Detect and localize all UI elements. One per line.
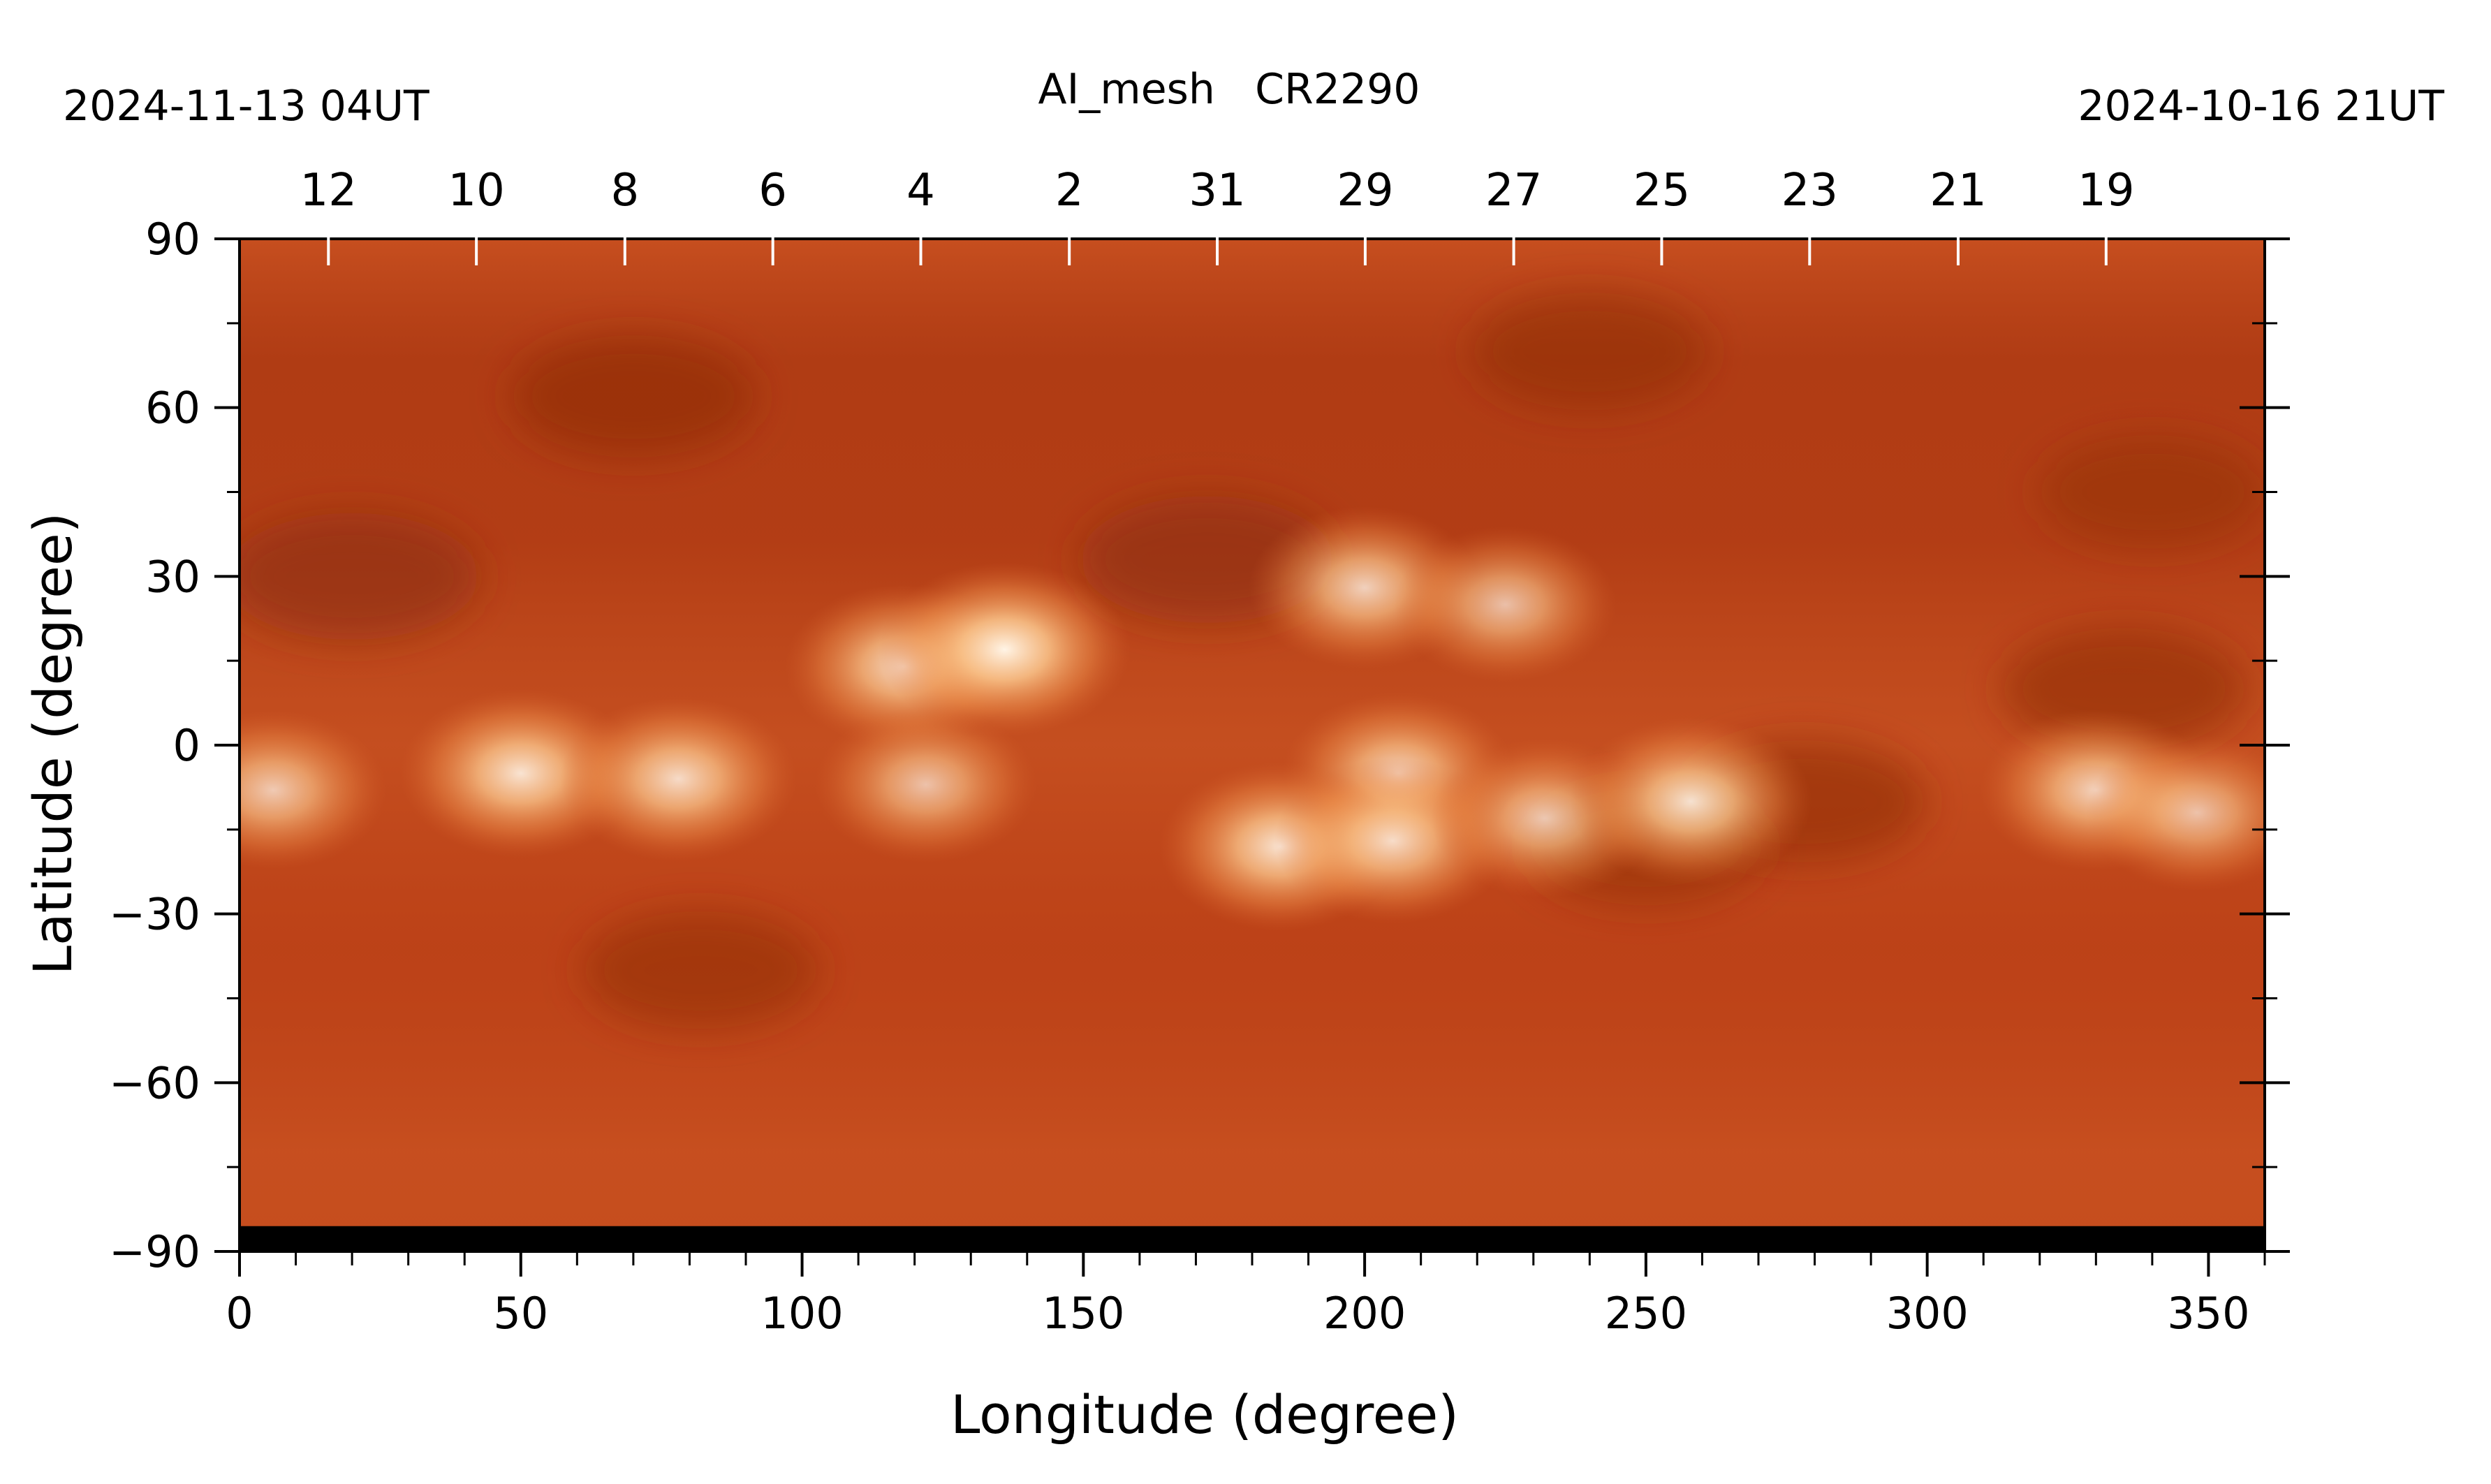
chart-title: AI_mesh CR2290 [1038, 65, 1420, 114]
y-tick-label--60: −60 [109, 1057, 200, 1108]
x-tick-label-350: 350 [2167, 1288, 2249, 1339]
bright-region-10 [1570, 717, 1812, 886]
y-tick-label-0: 0 [173, 720, 200, 771]
bright-region-12 [2086, 735, 2265, 891]
top-day-label-2: 2 [1055, 165, 1084, 216]
x-tick-label-0: 0 [226, 1288, 253, 1339]
x-tick-label-50: 50 [493, 1288, 548, 1339]
left-date-label: 2024-11-13 04UT [63, 82, 429, 131]
right-date-label: 2024-10-16 21UT [2078, 82, 2444, 131]
x-axis-title: Longitude (degree) [950, 1383, 1459, 1446]
heatmap-image [240, 239, 2265, 1251]
x-tick-label-250: 250 [1605, 1288, 1687, 1339]
bright-region-13 [240, 710, 387, 870]
x-tick-label-200: 200 [1323, 1288, 1406, 1339]
bright-region-8 [1394, 527, 1617, 683]
top-day-label-6: 6 [758, 165, 787, 216]
top-day-label-27: 27 [1485, 165, 1542, 216]
dark-region-0 [240, 513, 480, 640]
dark-region-6 [582, 911, 820, 1030]
top-day-axis: 12 10 8 6 4 2 31 29 27 25 23 21 19 [300, 165, 2135, 265]
top-day-label-31: 31 [1189, 165, 1245, 216]
y-tick-label--90: −90 [109, 1226, 200, 1277]
top-day-label-4: 4 [906, 165, 935, 216]
top-day-label-8: 8 [610, 165, 639, 216]
y-tick-label--30: −30 [109, 889, 200, 940]
y-tick-label-30: 30 [145, 551, 200, 602]
south-pole-data-gap [240, 1226, 2265, 1251]
x-tick-label-150: 150 [1042, 1288, 1124, 1339]
dark-region-1 [510, 335, 756, 458]
top-day-label-12: 12 [300, 165, 357, 216]
top-day-label-21: 21 [1930, 165, 1986, 216]
x-tick-label-100: 100 [760, 1288, 843, 1339]
bright-region-14 [814, 706, 1037, 862]
y-axis-title: Latitude (degree) [22, 513, 84, 976]
bright-region-3 [879, 562, 1131, 737]
x-tick-label-300: 300 [1886, 1288, 1968, 1339]
dark-region-3 [1471, 292, 1709, 411]
y-tick-label-90: 90 [145, 214, 200, 265]
top-day-label-29: 29 [1337, 165, 1393, 216]
top-day-label-23: 23 [1781, 165, 1838, 216]
y-tick-label-60: 60 [145, 383, 200, 434]
top-day-label-10: 10 [448, 165, 504, 216]
top-day-label-19: 19 [2078, 165, 2134, 216]
dark-region-8 [2037, 434, 2265, 550]
bright-region-1 [559, 696, 797, 862]
top-day-label-25: 25 [1633, 165, 1690, 216]
